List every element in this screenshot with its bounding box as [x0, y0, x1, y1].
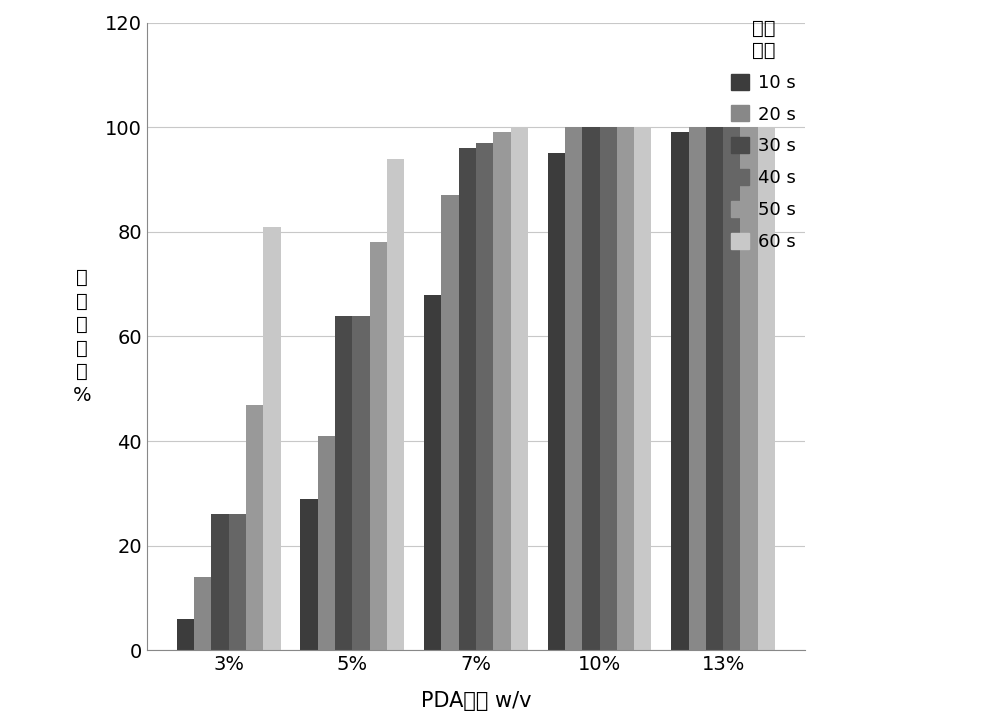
Bar: [177, 619, 194, 650]
Bar: [352, 316, 370, 650]
X-axis label: PDA浓度 w/v: PDA浓度 w/v: [421, 691, 531, 711]
Bar: [582, 127, 600, 650]
Bar: [335, 316, 352, 650]
Legend: 10 s, 20 s, 30 s, 40 s, 50 s, 60 s: 10 s, 20 s, 30 s, 40 s, 50 s, 60 s: [731, 19, 796, 250]
Bar: [723, 127, 740, 650]
Bar: [229, 515, 246, 650]
Bar: [194, 577, 211, 650]
Bar: [706, 127, 723, 650]
Bar: [617, 127, 634, 650]
Bar: [246, 404, 263, 650]
Bar: [263, 227, 281, 650]
Bar: [758, 127, 775, 650]
Bar: [318, 436, 335, 650]
Bar: [493, 132, 511, 650]
Bar: [300, 499, 318, 650]
Bar: [211, 515, 229, 650]
Bar: [634, 127, 651, 650]
Text: 细
胞
死
亡
率
%: 细 胞 死 亡 率 %: [73, 268, 91, 404]
Bar: [476, 143, 493, 650]
Bar: [387, 158, 404, 650]
Bar: [459, 148, 476, 650]
Bar: [689, 127, 706, 650]
Bar: [511, 127, 528, 650]
Bar: [370, 242, 387, 650]
Bar: [740, 127, 758, 650]
Bar: [441, 195, 459, 650]
Bar: [671, 132, 689, 650]
Bar: [548, 153, 565, 650]
Bar: [565, 127, 582, 650]
Bar: [600, 127, 617, 650]
Bar: [424, 295, 441, 650]
